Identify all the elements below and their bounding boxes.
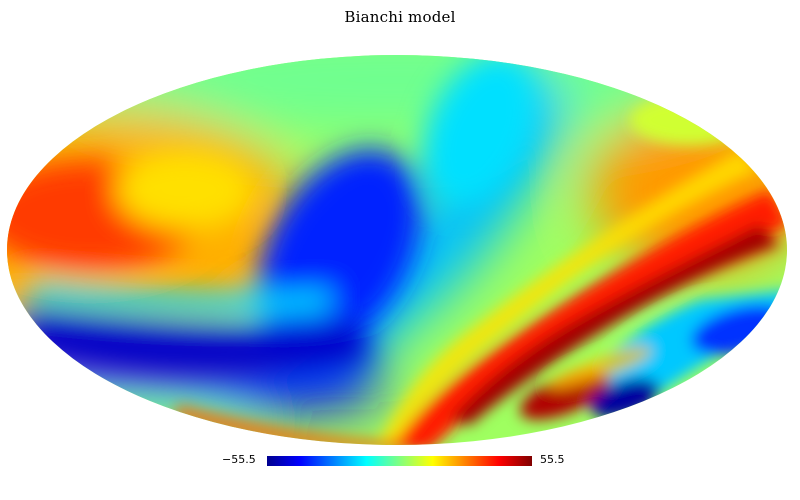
colorbar-max-label: 55.5 — [540, 453, 565, 466]
map-field — [7, 55, 787, 445]
map-title: Bianchi model — [344, 8, 456, 26]
colorbar-min-label: −55.5 — [222, 453, 256, 466]
colorbar-gradient — [267, 456, 532, 466]
colorbar — [267, 456, 532, 466]
